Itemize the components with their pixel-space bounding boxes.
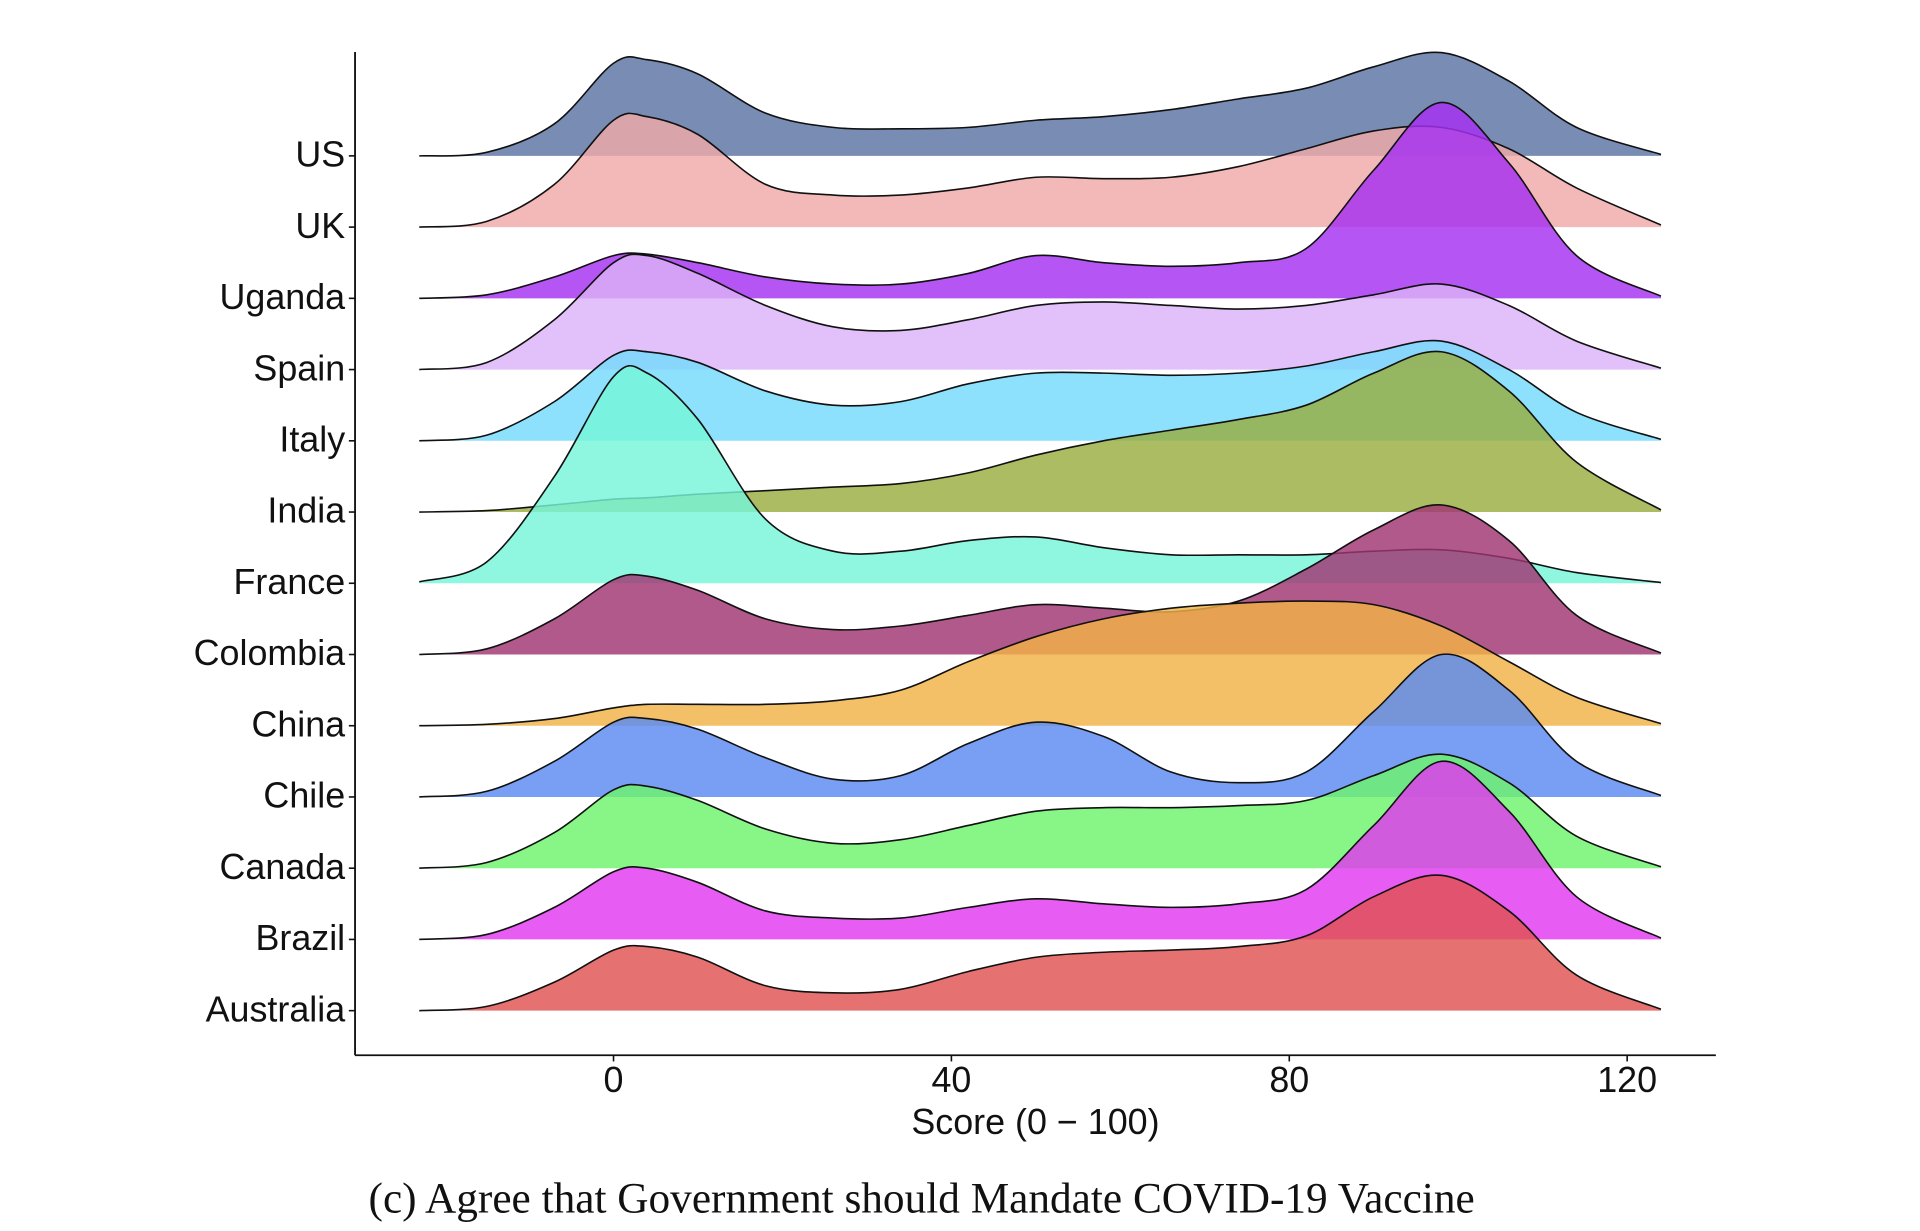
ridge-outline: [419, 101, 1662, 300]
ridge-area: [419, 365, 1661, 584]
ridge-outline: [419, 51, 1662, 157]
y-tick-label: France: [234, 562, 346, 602]
x-tick-label: 120: [1597, 1060, 1657, 1100]
y-tick-label: Italy: [279, 420, 345, 460]
y-tick-label: Chile: [263, 776, 345, 816]
ridge-area: [419, 601, 1661, 726]
x-tick-label: 0: [604, 1060, 624, 1100]
ridge-outline: [419, 874, 1662, 1012]
plot-area: Score (0 − 100) (c) Agree that Governmen…: [194, 51, 1716, 1222]
ridge-area: [419, 52, 1661, 156]
ridge-area: [419, 654, 1661, 797]
y-tick-label: Canada: [220, 847, 346, 887]
y-tick-label: Brazil: [255, 918, 345, 958]
x-axis-title: Score (0 − 100): [911, 1102, 1159, 1142]
y-tick-label: India: [267, 491, 345, 531]
y-tick-label: Spain: [253, 348, 345, 388]
ridge-area: [419, 102, 1661, 299]
y-tick-label: China: [251, 704, 345, 744]
y-tick-label: UK: [295, 206, 345, 246]
ridge-outline: [419, 504, 1662, 656]
y-tick-label: Uganda: [220, 277, 346, 317]
ridge-outline: [419, 653, 1662, 798]
y-tick-label: US: [295, 135, 345, 175]
ridge-area: [419, 761, 1661, 940]
ridge-area: [419, 875, 1661, 1011]
caption: (c) Agree that Government should Mandate…: [369, 1174, 1475, 1222]
ridge-outline: [419, 339, 1662, 442]
ridge-outline: [419, 753, 1662, 869]
ridge-area: [419, 351, 1661, 513]
ridge-area: [419, 254, 1661, 370]
y-tick-label: Colombia: [194, 633, 346, 673]
ridge-outline: [419, 253, 1662, 371]
x-tick-label: 40: [931, 1060, 971, 1100]
ridge-outline: [419, 760, 1662, 941]
x-tick-label: 80: [1269, 1060, 1309, 1100]
ridge-outline: [419, 600, 1662, 727]
y-tick-label: Australia: [206, 989, 346, 1029]
